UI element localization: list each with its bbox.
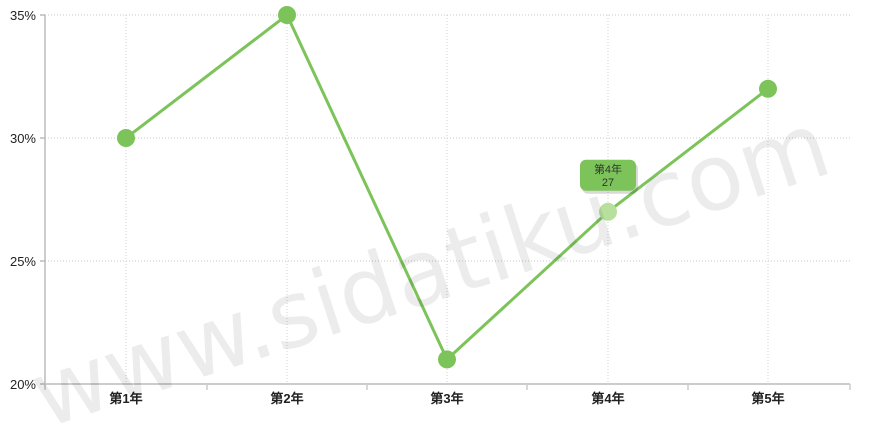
- tooltip-category: 第4年: [594, 162, 622, 176]
- points: [117, 6, 777, 369]
- tooltip-value: 27: [602, 177, 614, 189]
- data-point: [117, 129, 135, 147]
- y-tick-label: 25%: [10, 254, 36, 269]
- y-tick-label: 20%: [10, 377, 36, 392]
- x-tick-label: 第3年: [430, 391, 463, 406]
- watermark-text: www.sidatiku.com: [19, 91, 842, 432]
- y-tick-label: 35%: [10, 8, 36, 23]
- y-tick-label: 30%: [10, 131, 36, 146]
- data-point: [759, 79, 777, 98]
- data-point: [278, 6, 296, 24]
- x-tick-label: 第4年: [591, 391, 624, 406]
- tooltip-box: [580, 159, 636, 191]
- data-point: [599, 202, 617, 221]
- x-axis-ticks: 第1年 第2年 第3年 第4年 第5年: [109, 391, 784, 406]
- x-tick-label: 第5年: [751, 391, 784, 406]
- x-tick-label: 第1年: [109, 391, 142, 406]
- y-axis-ticks: 20% 25% 30% 35%: [10, 8, 36, 392]
- axes: [40, 14, 851, 390]
- data-point: [438, 350, 456, 369]
- x-tick-label: 第2年: [270, 391, 303, 406]
